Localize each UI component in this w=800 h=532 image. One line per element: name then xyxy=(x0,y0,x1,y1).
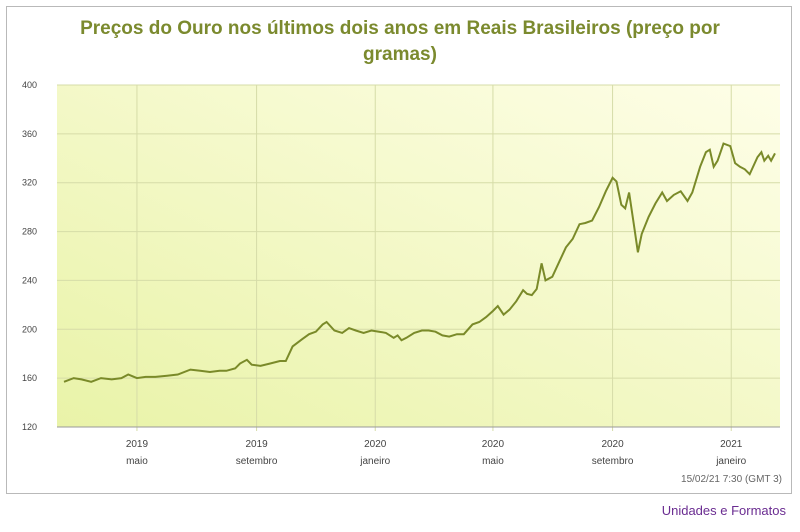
chart-title-line-2: gramas) xyxy=(363,44,437,65)
x-tick-year: 2021 xyxy=(720,439,743,450)
x-tick-month: janeiro xyxy=(715,456,746,467)
timestamp: 15/02/21 7:30 (GMT 3) xyxy=(681,474,782,485)
y-tick-label: 160 xyxy=(22,373,37,383)
y-tick-label: 400 xyxy=(22,80,37,90)
plot-area xyxy=(57,85,780,427)
series-line xyxy=(63,142,776,383)
x-tick-year: 2020 xyxy=(601,439,624,450)
x-tick-year: 2019 xyxy=(126,439,149,450)
x-axis-ticks: 2019 maio 2019 setembro 2020 janeiro 2020 maio 2… xyxy=(126,439,747,467)
y-tick-label: 320 xyxy=(22,178,37,188)
y-tick-label: 240 xyxy=(22,275,37,285)
y-axis-ticks: 120 160 200 240 280 320 360 400 xyxy=(22,80,37,432)
x-tick-month: janeiro xyxy=(359,456,390,467)
x-tick-year: 2020 xyxy=(364,439,387,450)
y-tick-label: 200 xyxy=(22,324,37,334)
x-tick-year: 2020 xyxy=(482,439,505,450)
x-tick-month: setembro xyxy=(592,456,634,467)
x-tick-month: maio xyxy=(482,456,504,467)
units-formats-link[interactable]: Unidades e Formatos xyxy=(661,503,786,518)
chart-title-line-1: Preços do Ouro nos últimos dois anos em … xyxy=(80,18,720,39)
x-tick-month: maio xyxy=(126,456,148,467)
x-tick-year: 2019 xyxy=(245,439,268,450)
y-tick-label: 360 xyxy=(22,129,37,139)
y-tick-label: 280 xyxy=(22,227,37,237)
y-tick-label: 120 xyxy=(22,422,37,432)
chart-title: Preços do Ouro nos últimos dois anos em … xyxy=(0,16,800,68)
x-tick-month: setembro xyxy=(236,456,278,467)
